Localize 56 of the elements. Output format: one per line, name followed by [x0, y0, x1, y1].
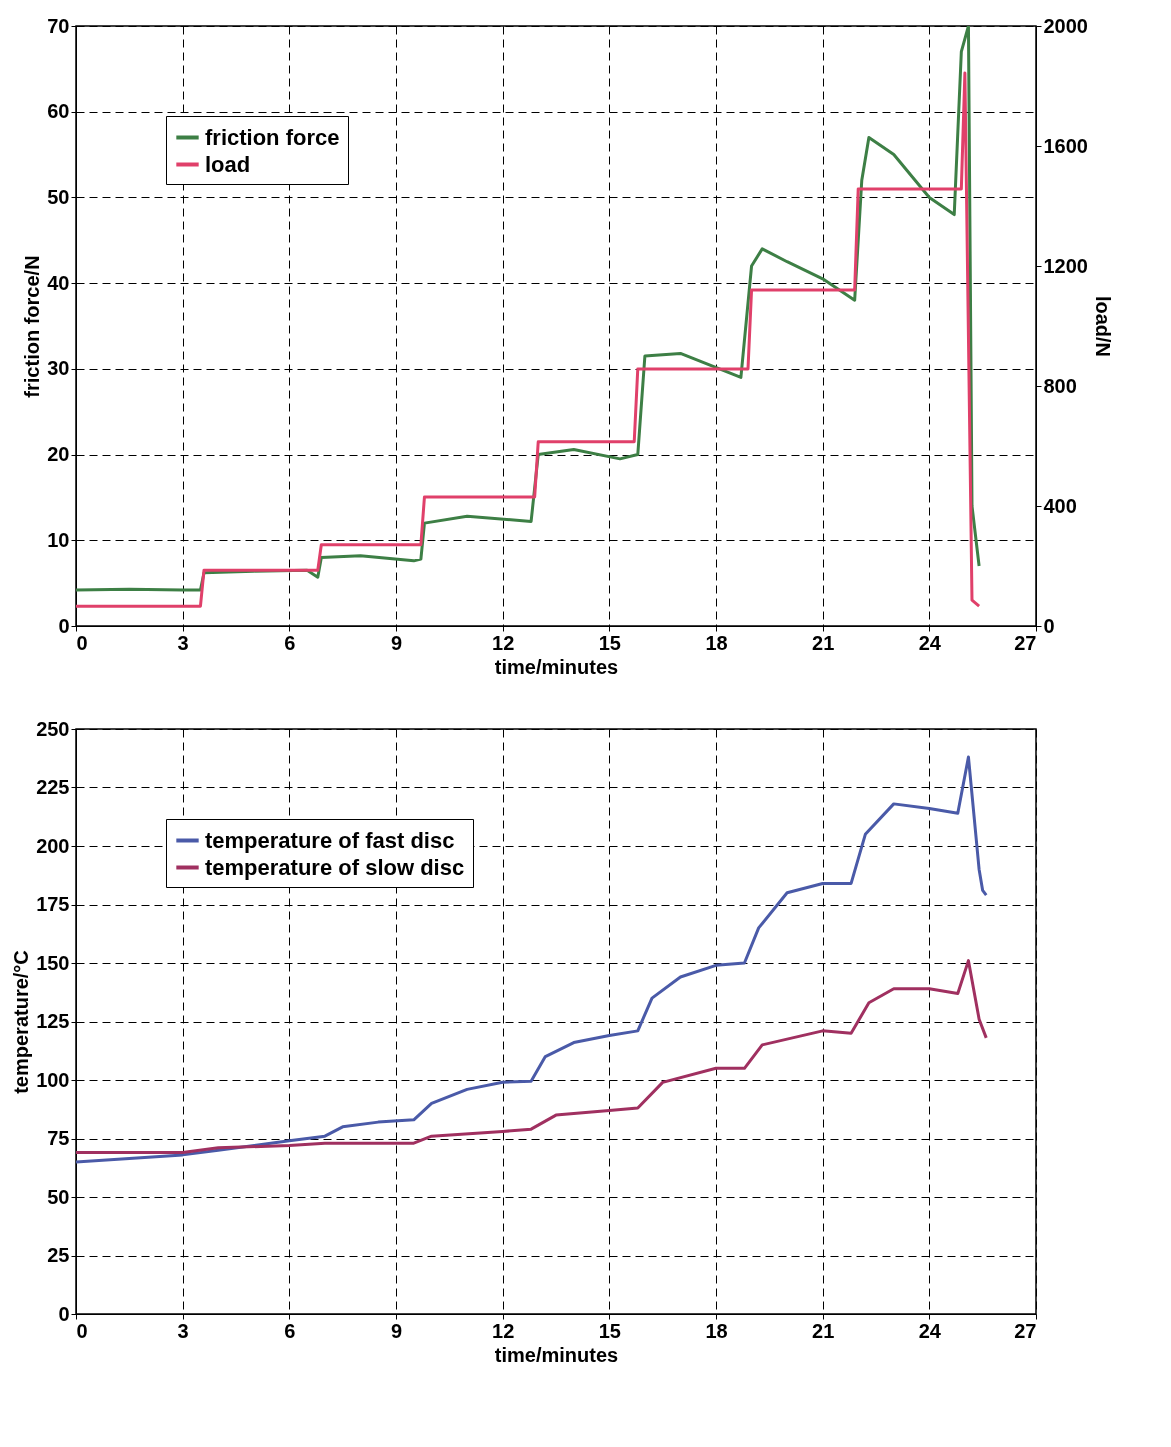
y-tick-label: 25	[47, 1244, 70, 1266]
y-axis-title: friction force/N	[21, 255, 44, 398]
y-tick-label: 200	[36, 834, 70, 857]
x-tick-label: 9	[390, 631, 403, 654]
legend-label: temperature of slow disc	[205, 854, 465, 880]
y-tick-label: 40	[47, 271, 70, 294]
x-tick-label: 21	[812, 1319, 835, 1342]
x-tick-label: 9	[390, 1319, 403, 1342]
y2-tick-label: 1200	[1043, 254, 1088, 277]
y-tick-label: 0	[58, 614, 70, 637]
line-series	[76, 959, 988, 1155]
y-tick-label: 0	[58, 1302, 70, 1325]
x-tick-label: 3	[177, 631, 189, 654]
x-tick-label: 24	[918, 1319, 942, 1342]
x-tick-label: 3	[177, 1319, 189, 1342]
x-axis-title: time/minutes	[494, 1343, 619, 1366]
y-tick-label: 30	[47, 357, 70, 380]
y-axis-title: temperature/°C	[10, 950, 33, 1094]
y-tick-label: 125	[36, 1010, 70, 1032]
x-tick-label: 18	[705, 631, 728, 654]
y-tick-label: 175	[36, 893, 70, 915]
y2-tick-label: 800	[1043, 374, 1077, 397]
y2-tick-label: 2000	[1043, 14, 1088, 37]
y-tick-label: 50	[47, 1185, 70, 1208]
y-tick-label: 75	[47, 1127, 70, 1149]
y2-tick-label: 1600	[1043, 134, 1088, 157]
line-series	[76, 755, 988, 1164]
y-tick-label: 10	[47, 528, 70, 551]
y-tick-label: 20	[47, 443, 70, 466]
x-tick-label: 0	[76, 631, 88, 654]
x-tick-label: 18	[705, 1319, 728, 1342]
y-tick-label: 100	[36, 1068, 70, 1091]
x-tick-label: 27	[1014, 631, 1037, 654]
x-tick-label: 21	[812, 631, 835, 654]
x-tick-label: 6	[284, 631, 296, 654]
y2-axis-title: load/N	[1091, 295, 1114, 358]
y-tick-label: 150	[36, 951, 70, 974]
y-tick-label: 70	[47, 14, 70, 37]
x-tick-label: 6	[284, 1319, 296, 1342]
y-tick-label: 250	[36, 717, 70, 740]
x-tick-label: 24	[918, 631, 942, 654]
y2-tick-label: 0	[1043, 614, 1055, 637]
legend-label: load	[205, 151, 251, 177]
x-tick-label: 12	[492, 631, 515, 654]
y-tick-label: 50	[47, 185, 70, 208]
x-axis-title: time/minutes	[494, 655, 619, 678]
y-tick-label: 225	[36, 776, 70, 798]
x-tick-label: 15	[598, 1319, 621, 1342]
y2-tick-label: 400	[1043, 494, 1077, 517]
legend-label: temperature of fast disc	[205, 827, 455, 853]
x-tick-label: 12	[492, 1319, 515, 1342]
x-tick-label: 27	[1014, 1319, 1037, 1342]
x-tick-label: 15	[598, 631, 621, 654]
legend-label: friction force	[205, 124, 340, 150]
x-tick-label: 0	[76, 1319, 88, 1342]
y-tick-label: 60	[47, 100, 70, 123]
